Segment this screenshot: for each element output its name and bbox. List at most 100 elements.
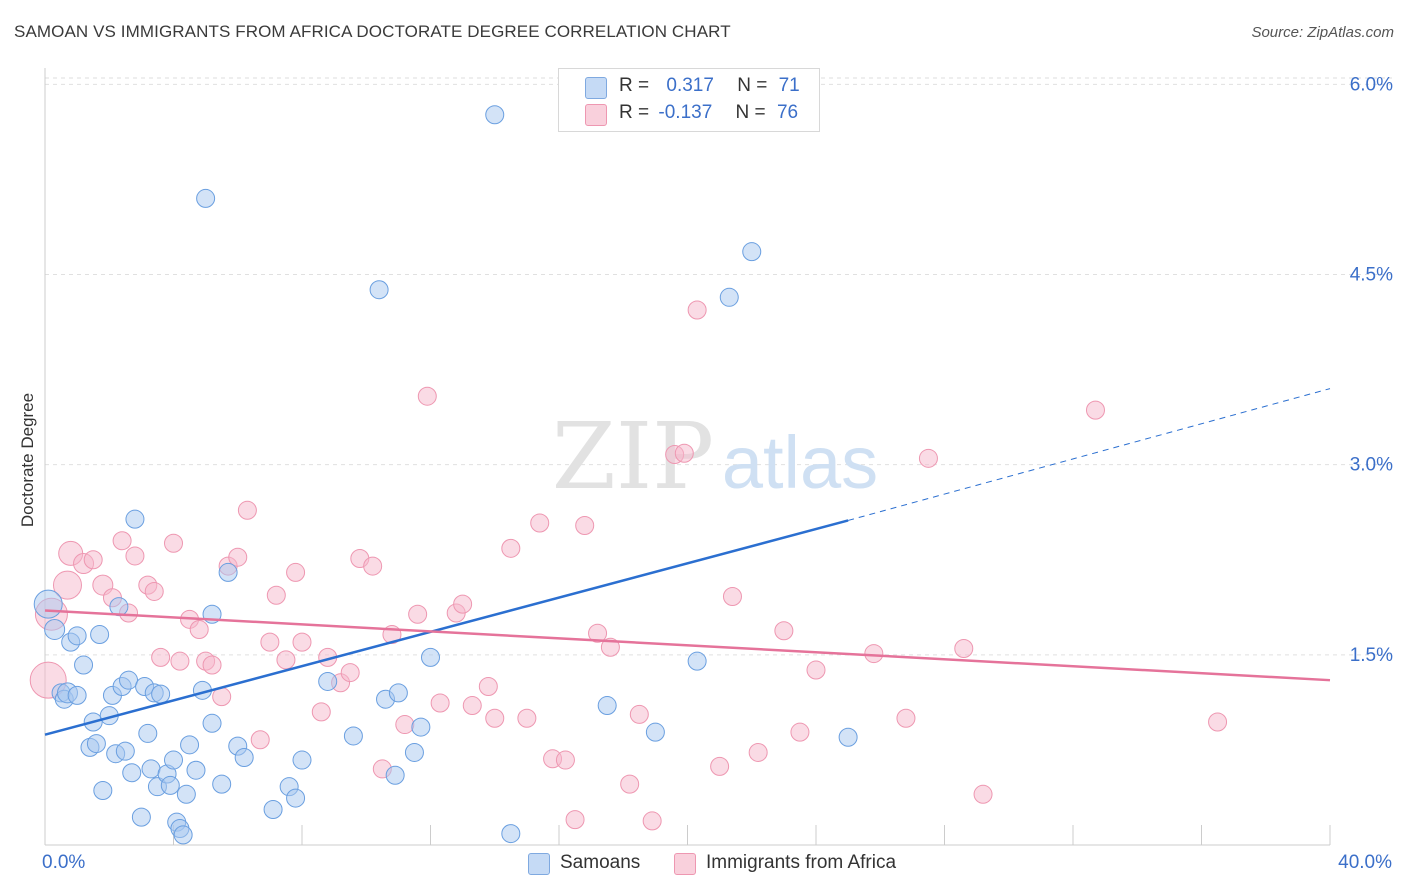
africa-point (485, 708, 505, 728)
samoan-point (343, 726, 363, 746)
africa-point (620, 774, 640, 794)
africa-point (340, 663, 360, 683)
samoan-point (263, 800, 283, 820)
samoan-point (218, 562, 238, 582)
africa-point (973, 784, 993, 804)
bottom-legend-label-africa: Immigrants from Africa (706, 852, 897, 873)
samoan-point (33, 589, 63, 619)
africa-point (1085, 400, 1105, 420)
africa-point (276, 650, 296, 670)
africa-point (462, 696, 482, 716)
axes (44, 68, 1331, 846)
africa-point (530, 513, 550, 533)
africa-point (125, 546, 145, 566)
y-tick-label: 6.0% (1350, 74, 1393, 95)
samoan-point (234, 748, 254, 768)
samoan-point (196, 188, 216, 208)
x-axis-max-label: 40.0% (1338, 852, 1392, 873)
watermark: ZIP atlas (552, 403, 878, 510)
africa-point (52, 570, 82, 600)
samoan-point (44, 618, 66, 640)
samoan-point (202, 713, 222, 733)
samoan-point (141, 759, 161, 779)
samoan-point (90, 625, 110, 645)
africa-point (565, 810, 585, 830)
africa-points (29, 300, 1228, 831)
legend-swatch-africa (585, 104, 607, 126)
samoan-point (645, 722, 665, 742)
samoan-point (687, 651, 707, 671)
y-tick-label: 3.0% (1350, 455, 1393, 476)
samoan-point (385, 765, 405, 785)
africa-point (408, 604, 428, 624)
samoan-point (318, 671, 338, 691)
samoan-point (421, 647, 440, 667)
samoan-point (164, 750, 183, 770)
trend-lines (44, 388, 1331, 736)
samoan-point (93, 780, 113, 800)
africa-point (311, 702, 331, 722)
samoan-point (286, 788, 306, 808)
africa-point (237, 500, 257, 520)
africa-point (864, 644, 884, 664)
samoan-point (388, 683, 408, 703)
samoan-point (122, 763, 142, 783)
africa-point (774, 621, 794, 641)
africa-point (266, 585, 286, 605)
legend-r-label: R = (619, 102, 650, 123)
legend-swatch-samoans (585, 77, 607, 99)
chart-title: SAMOAN VS IMMIGRANTS FROM AFRICA DOCTORA… (14, 22, 731, 41)
samoan-point (74, 655, 94, 675)
samoan-point (485, 105, 505, 125)
samoan-point (151, 684, 171, 704)
africa-point (286, 562, 306, 582)
bottom-legend-swatch-africa (674, 853, 696, 875)
samoan-point (404, 742, 424, 762)
africa-point (806, 660, 826, 680)
samoan-point (742, 242, 762, 262)
x-axis-min-label: 0.0% (42, 852, 86, 873)
africa-point (896, 708, 916, 728)
watermark-atlas: atlas (722, 421, 878, 504)
samoan-point (176, 784, 196, 804)
samoan-point (67, 685, 87, 705)
samoan-point (369, 280, 389, 300)
legend-n-label: N = (737, 75, 768, 96)
africa-point (790, 722, 810, 742)
samoan-point (719, 287, 739, 307)
y-axis-label: Doctorate Degree (18, 392, 37, 528)
samoan-point (160, 775, 180, 795)
africa-point (1208, 712, 1228, 732)
y-tick-label: 4.5% (1350, 264, 1393, 285)
bottom-legend-label-samoans: Samoans (560, 852, 641, 873)
africa-point (417, 386, 437, 406)
source-label: Source: ZipAtlas.com (1251, 24, 1394, 41)
samoan-point (501, 824, 521, 844)
samoan-point (115, 741, 135, 761)
africa-point (575, 516, 595, 536)
legend-r-label: R = (619, 75, 650, 96)
africa-point (164, 533, 183, 553)
samoan-point (597, 696, 617, 716)
africa-point (202, 655, 222, 675)
bottom-legend-swatch-samoans (528, 853, 550, 875)
samoan-point (86, 734, 106, 754)
africa-point (722, 587, 742, 607)
africa-point (250, 730, 270, 750)
africa-point (517, 708, 537, 728)
samoan-point (173, 825, 193, 845)
samoan-point (138, 723, 158, 743)
samoan-point (411, 717, 431, 737)
samoan-point (119, 670, 139, 690)
africa-point (144, 581, 164, 601)
africa-trend-line (44, 609, 1331, 682)
africa-point (555, 750, 575, 770)
africa-point (588, 623, 608, 643)
africa-point (453, 594, 473, 614)
legend-n-value: 71 (778, 75, 800, 96)
correlation-legend: R = 0.317 N = 71 R = -0.137 N = 76 (558, 68, 820, 132)
africa-point (189, 619, 209, 639)
africa-point (642, 811, 662, 831)
africa-point (954, 638, 974, 658)
